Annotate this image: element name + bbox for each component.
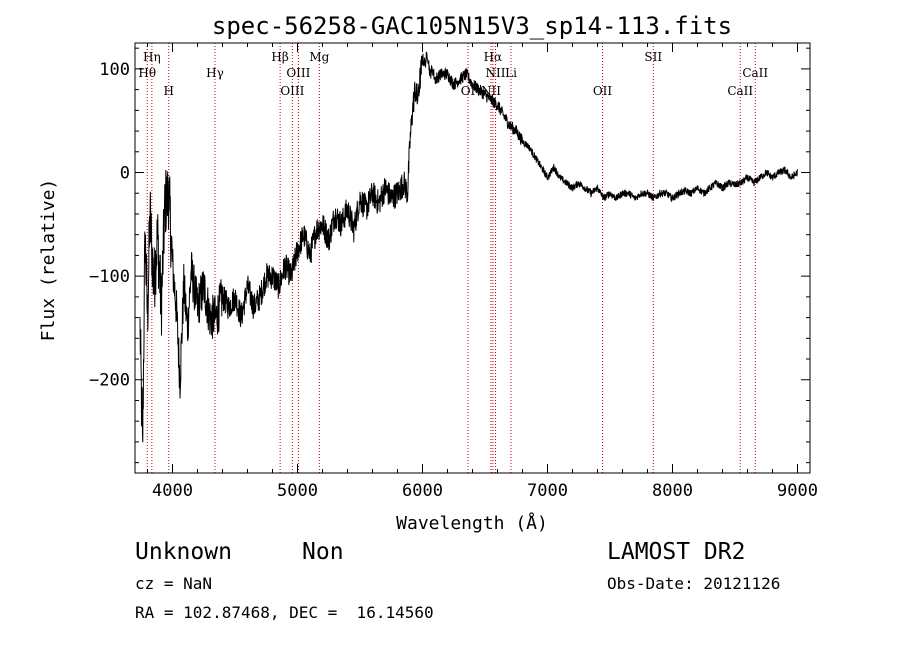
y-tick-label: 100: [99, 60, 130, 80]
spectral-line-label: CaII: [742, 66, 768, 80]
sky-coordinates: RA = 102.87468, DEC = 16.14560: [135, 603, 434, 622]
x-axis-label: Wavelength (Å): [396, 512, 548, 534]
spectral-line-label: Hη: [143, 50, 161, 64]
y-tick-label: 0: [120, 164, 130, 184]
spectral-line-label: SII: [644, 50, 662, 64]
plot-frame: [134, 42, 811, 474]
spectral-line-label: Hα: [484, 50, 503, 64]
spectral-line-label: NII: [486, 66, 506, 80]
spectral-line-label: Mg: [309, 50, 329, 64]
spectral-line-label: Hθ: [138, 66, 156, 80]
x-tick-label: 9000: [777, 481, 818, 501]
y-axis-label: Flux (relative): [38, 179, 59, 342]
x-tick-label: 4000: [152, 481, 193, 501]
x-tick-label: 8000: [652, 481, 693, 501]
plot-axes: 4000 5000 6000 7000 8000 9000 100 0 −100 −200: [89, 42, 818, 501]
survey-name: LAMOST DR2: [607, 539, 746, 565]
spectral-line-label: Hβ: [271, 50, 288, 64]
spectrum-line: [139, 51, 798, 443]
spectrum-series: [139, 51, 798, 443]
spectral-line-label: Li: [505, 66, 517, 80]
y-tick-label: −100: [89, 267, 130, 287]
spectral-line-label: OIII: [286, 66, 310, 80]
object-class: Unknown: [135, 539, 232, 565]
x-tick-label: 5000: [277, 481, 318, 501]
observation-date: Obs-Date: 20121126: [607, 574, 781, 593]
spectral-line-label: OII: [593, 84, 613, 98]
redshift-cz: cz = NaN: [135, 574, 213, 593]
x-tick-label: 7000: [527, 481, 568, 501]
object-subclass: Non: [302, 539, 344, 565]
y-tick-label: −200: [89, 371, 130, 391]
chart-title: spec-56258-GAC105N15V3_sp14-113.fits: [212, 12, 732, 40]
spectral-line-label: Hγ: [206, 66, 224, 80]
spectral-line-label: H: [164, 84, 174, 98]
x-tick-label: 6000: [402, 481, 443, 501]
spectral-line-label: CaII: [727, 84, 753, 98]
spectral-line-label: OIII: [280, 84, 304, 98]
